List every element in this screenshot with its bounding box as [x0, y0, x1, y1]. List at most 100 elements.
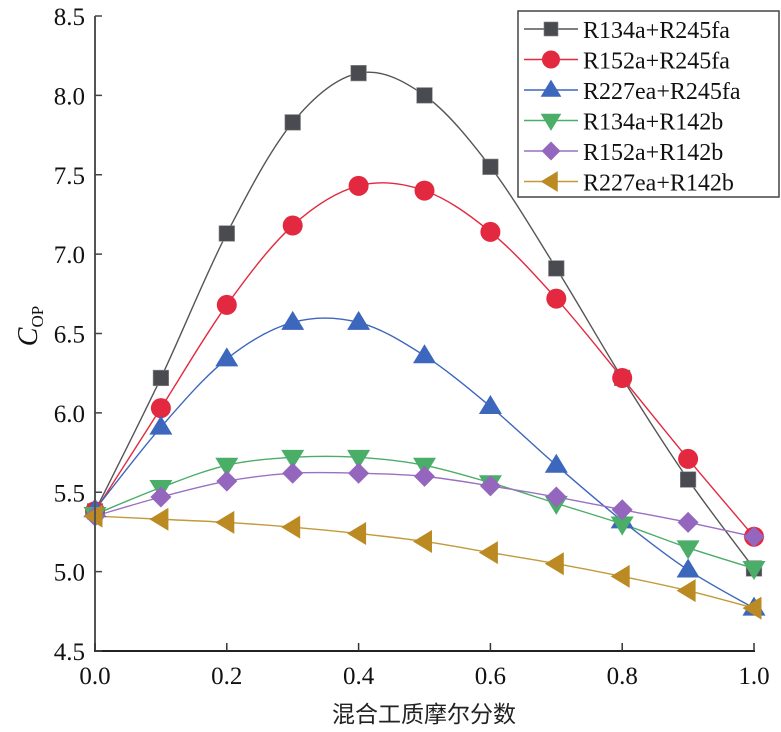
x-tick-label: 0.0 [79, 663, 110, 690]
y-tick-label: 5.0 [54, 560, 85, 587]
data-point-triangle-left-marker [215, 510, 235, 534]
legend-item: R227ea+R142b [524, 171, 734, 197]
data-point-circle-marker [678, 448, 699, 469]
legend-item: R152a+R245fa [524, 49, 730, 75]
series-line [94, 515, 755, 609]
x-tick-label: 0.2 [211, 663, 242, 690]
x-ticks: 0.0 0.2 0.4 0.6 0.8 1.0 [79, 643, 770, 690]
legend-item: R134a+R245fa [524, 18, 730, 44]
data-point-circle-marker [282, 215, 303, 236]
data-point-triangle-up-marker [215, 347, 239, 367]
data-point-triangle-left-marker [413, 529, 432, 553]
y-ticks: 4.5 5.0 5.5 6.0 6.5 7.0 7.5 8.0 8.5 [54, 4, 102, 666]
legend-label: R134a+R142b [583, 110, 723, 136]
data-point-diamond-marker [216, 470, 238, 492]
data-point-triangle-left-marker [347, 522, 367, 546]
data-point-square-marker [218, 225, 235, 242]
data-point-circle-marker [480, 221, 501, 242]
data-point-triangle-up-marker [544, 453, 568, 473]
data-point-triangle-left-marker [149, 507, 169, 531]
legend-box [517, 10, 780, 198]
data-point-circle-marker [150, 398, 171, 419]
data-point-triangle-left-marker [610, 564, 630, 588]
data-point-square-marker [482, 158, 499, 175]
legend-label: R152a+R245fa [583, 49, 730, 75]
data-point-triangle-down-marker [742, 560, 766, 580]
data-point-circle-marker [216, 294, 237, 315]
legend-diamond-marker [541, 141, 561, 161]
x-tick-label: 0.6 [475, 663, 506, 690]
data-point-square-marker [284, 114, 301, 131]
data-point-triangle-left-marker [83, 504, 103, 528]
y-tick-label: 8.5 [54, 4, 85, 31]
legend-item: R227ea+R245fa [524, 79, 741, 105]
legend-triangle-up-marker [540, 79, 562, 97]
data-point-square-marker [679, 471, 697, 488]
series-layer [83, 65, 766, 620]
data-point-diamond-marker [677, 511, 699, 533]
legend-triangle-left-marker [540, 171, 558, 192]
data-point-circle-marker [546, 288, 567, 309]
y-axis-title: COP [13, 306, 47, 346]
data-point-square-marker [416, 87, 433, 104]
y-tick-label: 5.5 [54, 480, 85, 507]
data-point-diamond-marker [348, 462, 370, 484]
data-point-triangle-left-marker [281, 515, 301, 539]
data-point-diamond-marker [150, 486, 172, 508]
data-point-diamond-marker [282, 462, 304, 484]
legend-item: R152a+R142b [524, 140, 723, 166]
x-tick-label: 0.4 [343, 663, 375, 690]
data-point-triangle-up-marker [281, 310, 305, 330]
legend-items: R134a+R245fa R152a+R245fa R227ea+R245fa R13… [524, 18, 741, 197]
x-tick-label: 0.8 [607, 663, 638, 690]
legend: R134a+R245fa R152a+R245fa R227ea+R245fa R13… [517, 10, 780, 198]
svg-text:COP: COP [13, 306, 47, 346]
data-point-circle-marker [414, 180, 435, 201]
legend-square-marker [543, 21, 559, 37]
data-point-circle-marker [612, 367, 633, 388]
data-point-triangle-up-marker [149, 415, 173, 435]
data-point-diamond-marker [414, 465, 435, 487]
legend-item: R134a+R142b [524, 110, 723, 136]
data-point-triangle-down-marker [215, 457, 239, 477]
data-point-triangle-up-marker [413, 344, 436, 364]
y-tick-label: 6.0 [54, 401, 85, 428]
data-point-square-marker [350, 65, 367, 82]
data-point-diamond-marker [743, 526, 765, 548]
legend-circle-marker [542, 50, 560, 69]
y-tick-label: 4.5 [54, 639, 85, 666]
data-point-triangle-down-marker [281, 449, 305, 469]
data-point-triangle-down-marker [676, 540, 700, 560]
series-markers [83, 504, 762, 620]
data-point-circle-marker [348, 175, 369, 196]
data-point-triangle-up-marker [676, 558, 700, 578]
legend-label: R134a+R245fa [583, 18, 730, 44]
data-point-triangle-down-marker [610, 516, 634, 536]
data-point-triangle-down-marker [347, 449, 371, 469]
legend-label: R152a+R142b [583, 140, 723, 166]
y-tick-label: 6.5 [54, 322, 85, 349]
data-point-triangle-up-marker [478, 395, 502, 415]
data-point-triangle-left-marker [478, 541, 498, 565]
data-point-square-marker [152, 369, 170, 387]
legend-label: R227ea+R142b [583, 171, 734, 197]
series-r227ea-r142b [94, 515, 755, 609]
y-axis-title-subscript: OP [28, 306, 47, 328]
y-tick-label: 8.0 [54, 83, 85, 110]
y-tick-label: 7.5 [54, 163, 85, 190]
data-point-square-marker [548, 260, 565, 277]
data-point-diamond-marker [611, 499, 633, 521]
data-point-triangle-left-marker [742, 596, 762, 620]
data-point-triangle-up-marker [347, 310, 371, 330]
x-axis-title: 混合工质摩尔分数 [332, 702, 516, 728]
y-tick-label: 7.0 [54, 242, 85, 269]
data-point-diamond-marker [545, 486, 567, 508]
series-markers [84, 462, 765, 548]
y-axis-title-main: C [13, 327, 44, 346]
data-point-triangle-left-marker [544, 552, 564, 576]
data-point-diamond-marker [479, 475, 501, 497]
data-point-triangle-left-marker [676, 579, 696, 603]
legend-triangle-down-marker [540, 113, 562, 131]
x-tick-label: 1.0 [738, 663, 769, 690]
